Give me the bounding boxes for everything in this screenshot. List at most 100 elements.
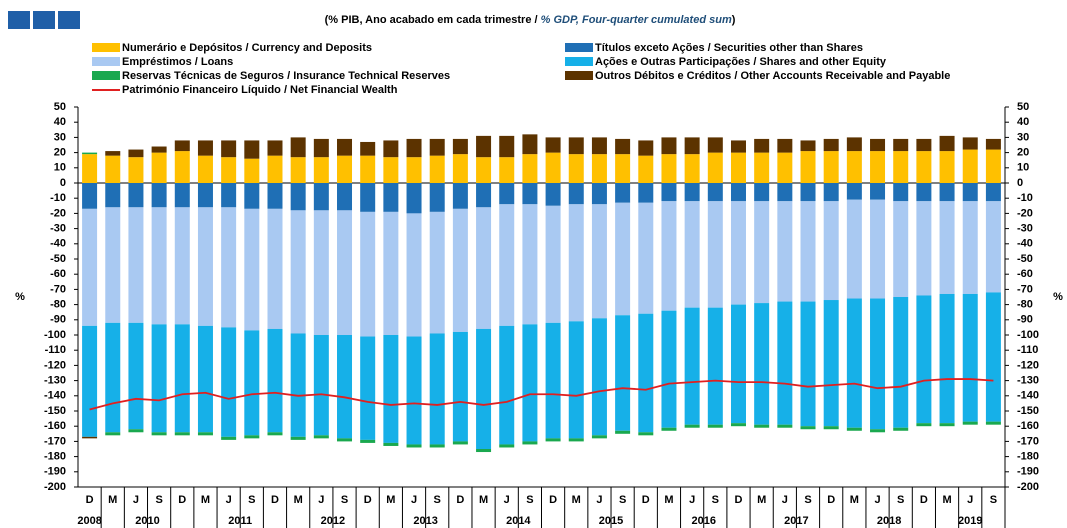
bar-segment — [962, 421, 978, 425]
bar-segment — [591, 435, 607, 439]
bar-segment — [615, 138, 631, 155]
legend-swatch — [565, 43, 593, 52]
bar-segment — [730, 304, 746, 424]
bar-segment — [429, 211, 445, 334]
logo-square — [33, 11, 55, 29]
x-tick-label: M — [108, 494, 117, 506]
year-label: 2017 — [784, 515, 808, 527]
bar-segment — [870, 298, 886, 430]
title-part: ) — [732, 14, 736, 26]
y2-tick-label: -190 — [1017, 466, 1039, 478]
bar-segment — [452, 183, 468, 209]
bar-segment — [962, 137, 978, 150]
bar-segment — [777, 301, 793, 425]
bar-segment — [661, 137, 677, 155]
bar-segment — [754, 183, 770, 202]
bar-segment — [244, 183, 260, 209]
bar-segment — [754, 424, 770, 428]
bar-segment — [568, 137, 584, 155]
bar-segment — [174, 324, 190, 433]
bar-segment — [916, 138, 932, 152]
bar-segment — [962, 183, 978, 202]
bar-segment — [452, 441, 468, 445]
bar-segment — [707, 424, 723, 428]
x-tick-label: D — [735, 494, 743, 506]
bar-segment — [684, 137, 700, 155]
bar-segment — [800, 201, 816, 302]
y-tick-label: 40 — [54, 116, 66, 128]
y-tick-label: 50 — [54, 101, 66, 113]
bar-segment — [591, 318, 607, 436]
bar-segment — [221, 157, 237, 183]
bar-segment — [754, 152, 770, 183]
legend-label: Ações e Outras Participações / Shares an… — [595, 56, 887, 68]
net-wealth-line — [89, 378, 994, 411]
legend-label: Outros Débitos e Créditos / Other Accoun… — [595, 70, 950, 82]
bar-segment — [499, 444, 515, 448]
bar-segment — [754, 138, 770, 153]
bar-segment — [174, 432, 190, 436]
bar-segment — [197, 325, 213, 433]
y-tick-label: 30 — [54, 131, 66, 143]
bar-segment — [638, 432, 654, 436]
legend-swatch — [92, 43, 120, 52]
bar-segment — [383, 211, 399, 335]
bar-segment — [128, 183, 144, 208]
bar-segment — [707, 307, 723, 425]
y-tick-label: -150 — [44, 405, 66, 417]
bar-segment — [197, 140, 213, 156]
bar-segment — [962, 149, 978, 183]
bar-segment — [337, 335, 353, 439]
bar-segment — [939, 423, 955, 427]
y2-tick-label: 10 — [1017, 162, 1029, 174]
bar-segment — [939, 183, 955, 202]
bar-segment — [777, 138, 793, 153]
x-tick-label: M — [479, 494, 488, 506]
year-label: 2011 — [228, 515, 252, 527]
bar-segment — [337, 210, 353, 335]
bar-segment — [82, 154, 98, 183]
bar-segment — [221, 327, 237, 437]
logo-square — [8, 11, 30, 29]
bar-segment — [383, 335, 399, 443]
bar-segment — [893, 138, 909, 152]
bar-segment — [522, 183, 538, 205]
bar-segment — [985, 183, 1001, 202]
y-tick-label: -190 — [44, 466, 66, 478]
y2-tick-label: -30 — [1017, 223, 1033, 235]
bar-segment — [151, 207, 167, 325]
y-tick-label: -160 — [44, 420, 66, 432]
bar-segment — [360, 183, 376, 212]
logo-square — [58, 11, 80, 29]
bar-segment — [105, 155, 121, 183]
bar-segment — [591, 137, 607, 155]
y2-tick-label: -90 — [1017, 314, 1033, 326]
bar-segment — [429, 333, 445, 445]
bar-segment — [452, 208, 468, 332]
bar-segment — [870, 183, 886, 200]
bar-segment — [846, 137, 862, 152]
y2-tick-label: -180 — [1017, 451, 1039, 463]
bar-segment — [846, 298, 862, 428]
bar-segment — [313, 183, 329, 211]
bar-segment — [591, 183, 607, 205]
y-tick-label: -180 — [44, 451, 66, 463]
y-tick-label: 10 — [54, 162, 66, 174]
bar-segment — [939, 151, 955, 183]
legend-swatch — [565, 71, 593, 80]
bar-segment — [82, 183, 98, 209]
bar-segment — [429, 138, 445, 156]
bar-segment — [916, 423, 932, 427]
y-tick-label: -100 — [44, 329, 66, 341]
y2-tick-label: -70 — [1017, 283, 1033, 295]
legend-label: Património Financeiro Líquido / Net Fina… — [122, 84, 398, 96]
bar-segment — [337, 438, 353, 442]
bar-segment — [151, 432, 167, 436]
y2-tick-label: -60 — [1017, 268, 1033, 280]
bar-segment — [128, 429, 144, 433]
bar-segment — [128, 149, 144, 158]
x-tick-label: S — [990, 494, 997, 506]
x-tick-label: J — [967, 494, 973, 506]
bar-segment — [591, 204, 607, 319]
